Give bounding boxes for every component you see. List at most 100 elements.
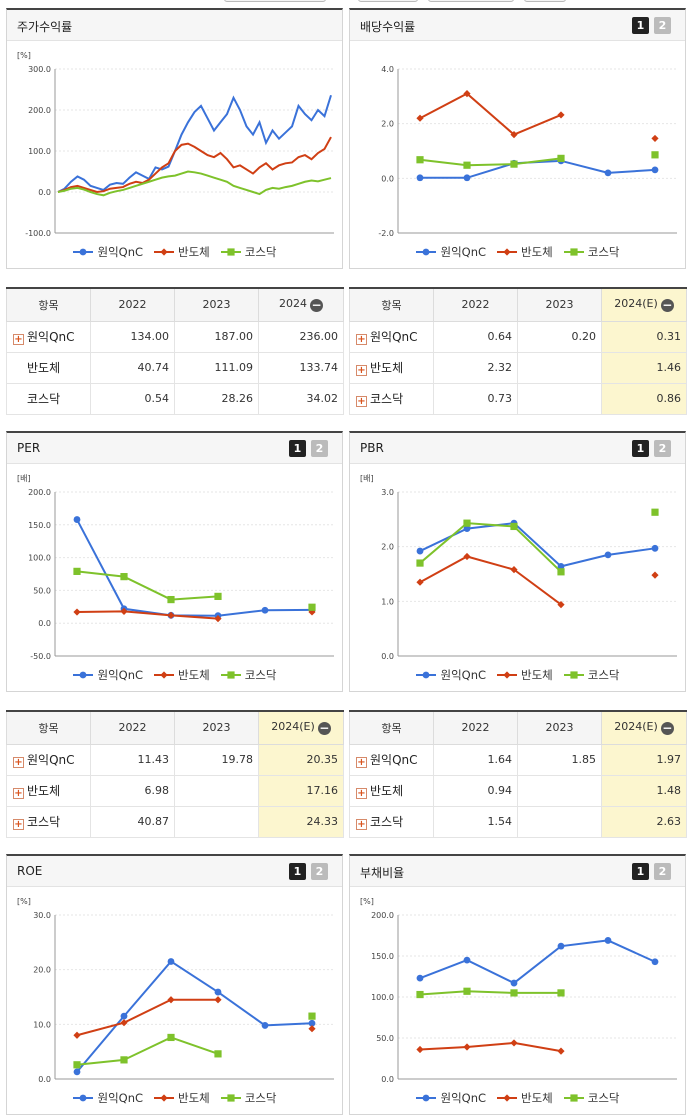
data-point <box>167 595 175 604</box>
expand-icon[interactable]: + <box>356 334 367 345</box>
expand-icon[interactable]: + <box>13 334 24 345</box>
expand-icon[interactable]: + <box>356 788 367 799</box>
expand-icon[interactable]: + <box>356 365 367 376</box>
strip-button[interactable] <box>524 0 566 2</box>
tab-1-button[interactable]: 1 <box>289 863 306 880</box>
tab-1-button[interactable]: 1 <box>632 17 649 34</box>
data-point <box>557 1047 565 1055</box>
expand-icon[interactable]: + <box>356 757 367 768</box>
tab-2-button[interactable]: 2 <box>311 440 328 457</box>
legend-label: 원익QnC <box>440 245 487 259</box>
series-line <box>419 92 562 136</box>
collapse-icon[interactable]: − <box>660 298 674 313</box>
panel-per: PER 1 2 [배] 200.0 150.0 100.0 50.0 0.0 -50.0 20… <box>6 431 343 692</box>
legend-label: 코스닥 <box>244 1091 277 1105</box>
data-point <box>651 958 659 966</box>
legend-marker <box>416 248 437 256</box>
legend-symbol <box>160 1094 168 1102</box>
series-kosdaq <box>73 567 316 611</box>
strip-button[interactable] <box>358 0 418 2</box>
tab-2-button[interactable]: 2 <box>654 17 671 34</box>
header-label: 항목 <box>381 721 402 735</box>
x-tick-label: 2023 <box>598 238 617 239</box>
legend-item: 코스닥 <box>563 667 620 683</box>
collapse-icon[interactable]: − <box>317 721 331 736</box>
legend-item: 반도체 <box>153 1090 210 1106</box>
y-tick-label: 150.0 <box>28 521 51 530</box>
data-point <box>463 956 471 964</box>
y-tick-label: 200.0 <box>371 911 394 920</box>
data-point <box>73 608 81 616</box>
strip-button[interactable] <box>428 0 514 2</box>
expand-icon[interactable]: + <box>356 819 367 830</box>
panel-debt-ratio: 부채비율 1 2 [%] 200.0 150.0 100.0 50.0 0.0 2019 20… <box>349 854 686 1115</box>
y-tick-label: 0.0 <box>38 619 51 628</box>
data-point <box>167 996 175 1004</box>
x-tick-label: 2024(E) <box>640 1084 670 1085</box>
expand-icon[interactable]: + <box>13 819 24 830</box>
col-header-item: 항목 <box>6 711 91 745</box>
table-row: + 코스닥 1.54 2.63 <box>349 805 687 838</box>
y-tick-label: 3.0 <box>381 488 394 497</box>
series-line <box>76 960 266 1073</box>
series-industry <box>73 607 316 623</box>
expand-icon[interactable]: + <box>13 788 24 799</box>
tab-1-button[interactable]: 1 <box>632 440 649 457</box>
col-header-item: 항목 <box>349 288 434 322</box>
data-point <box>261 1022 269 1029</box>
panel-header: 주가수익률 <box>7 10 342 41</box>
legend-symbol <box>423 1094 430 1102</box>
pbr-chart: [배] 3.0 2.0 1.0 0.0 2019 2020 2021 2022 2023 2024(… <box>360 474 677 662</box>
y-tick-label: -2.0 <box>378 229 394 238</box>
panel-pbr: PBR 1 2 [배] 3.0 2.0 1.0 0.0 2019 2020 2021 2022 2… <box>349 431 686 692</box>
tab-2-button[interactable]: 2 <box>311 863 328 880</box>
row-name: + 원익QnC <box>6 320 91 353</box>
data-point <box>214 1050 222 1058</box>
row-label: 원익QnC <box>370 330 418 344</box>
tab-1-button[interactable]: 1 <box>632 863 649 880</box>
x-tick-label: 2022 <box>551 238 570 239</box>
data-point <box>120 1019 128 1027</box>
legend-symbol <box>423 671 430 679</box>
series-industry <box>416 552 659 609</box>
col-header-item: 항목 <box>6 288 91 322</box>
legend-item: 원익QnC <box>72 244 143 260</box>
expand-icon[interactable]: + <box>13 757 24 768</box>
data-point <box>463 174 471 182</box>
table-row: + 반도체 0.94 1.48 <box>349 774 687 807</box>
panel-title: 배당수익률 <box>360 20 416 34</box>
x-tick-label: 2019 <box>67 661 86 662</box>
data-point <box>651 544 659 552</box>
tab-2-button[interactable]: 2 <box>654 440 671 457</box>
tab-2-button[interactable]: 2 <box>654 863 671 880</box>
data-point <box>463 525 471 533</box>
row-name: + 원익QnC <box>6 743 91 776</box>
table-cell: 1.54 <box>433 805 518 838</box>
header-label: 항목 <box>38 298 59 312</box>
chart-legend: 원익QnC 반도체 코스닥 <box>7 1090 342 1106</box>
table-row: 반도체 40.74 111.09 133.74 <box>6 351 344 384</box>
strip-button[interactable] <box>224 0 326 2</box>
legend-label: 원익QnC <box>440 668 487 682</box>
collapse-icon[interactable]: − <box>660 721 674 736</box>
col-header-year: 2022 <box>90 711 175 745</box>
unit-label: [배] <box>360 474 374 483</box>
y-tick-label: 300.0 <box>28 65 51 74</box>
y-tick-label: 10.0 <box>33 1020 51 1029</box>
data-point <box>120 1012 128 1020</box>
data-point <box>308 1012 316 1020</box>
data-point <box>463 519 471 527</box>
per-chart: [배] 200.0 150.0 100.0 50.0 0.0 -50.0 2019 2020 20… <box>17 474 334 662</box>
data-point <box>120 607 128 615</box>
table-cell: 236.00 <box>258 320 344 353</box>
table-cell <box>174 774 259 807</box>
x-tick-label: 2021 <box>161 1084 180 1085</box>
y-tick-label: -100.0 <box>25 229 51 238</box>
expand-icon[interactable]: + <box>356 396 367 407</box>
table-row: + 원익QnC 0.64 0.20 0.31 <box>349 320 687 353</box>
dividend-yield-table: 항목 2022 2023 2024(E) − + 원익QnC 0.64 0.20 0.31 + 반도체… <box>349 287 687 415</box>
legend-label: 반도체 <box>178 668 210 682</box>
collapse-icon[interactable]: − <box>310 298 323 313</box>
tab-1-button[interactable]: 1 <box>289 440 306 457</box>
row-name: + 원익QnC <box>349 320 434 353</box>
